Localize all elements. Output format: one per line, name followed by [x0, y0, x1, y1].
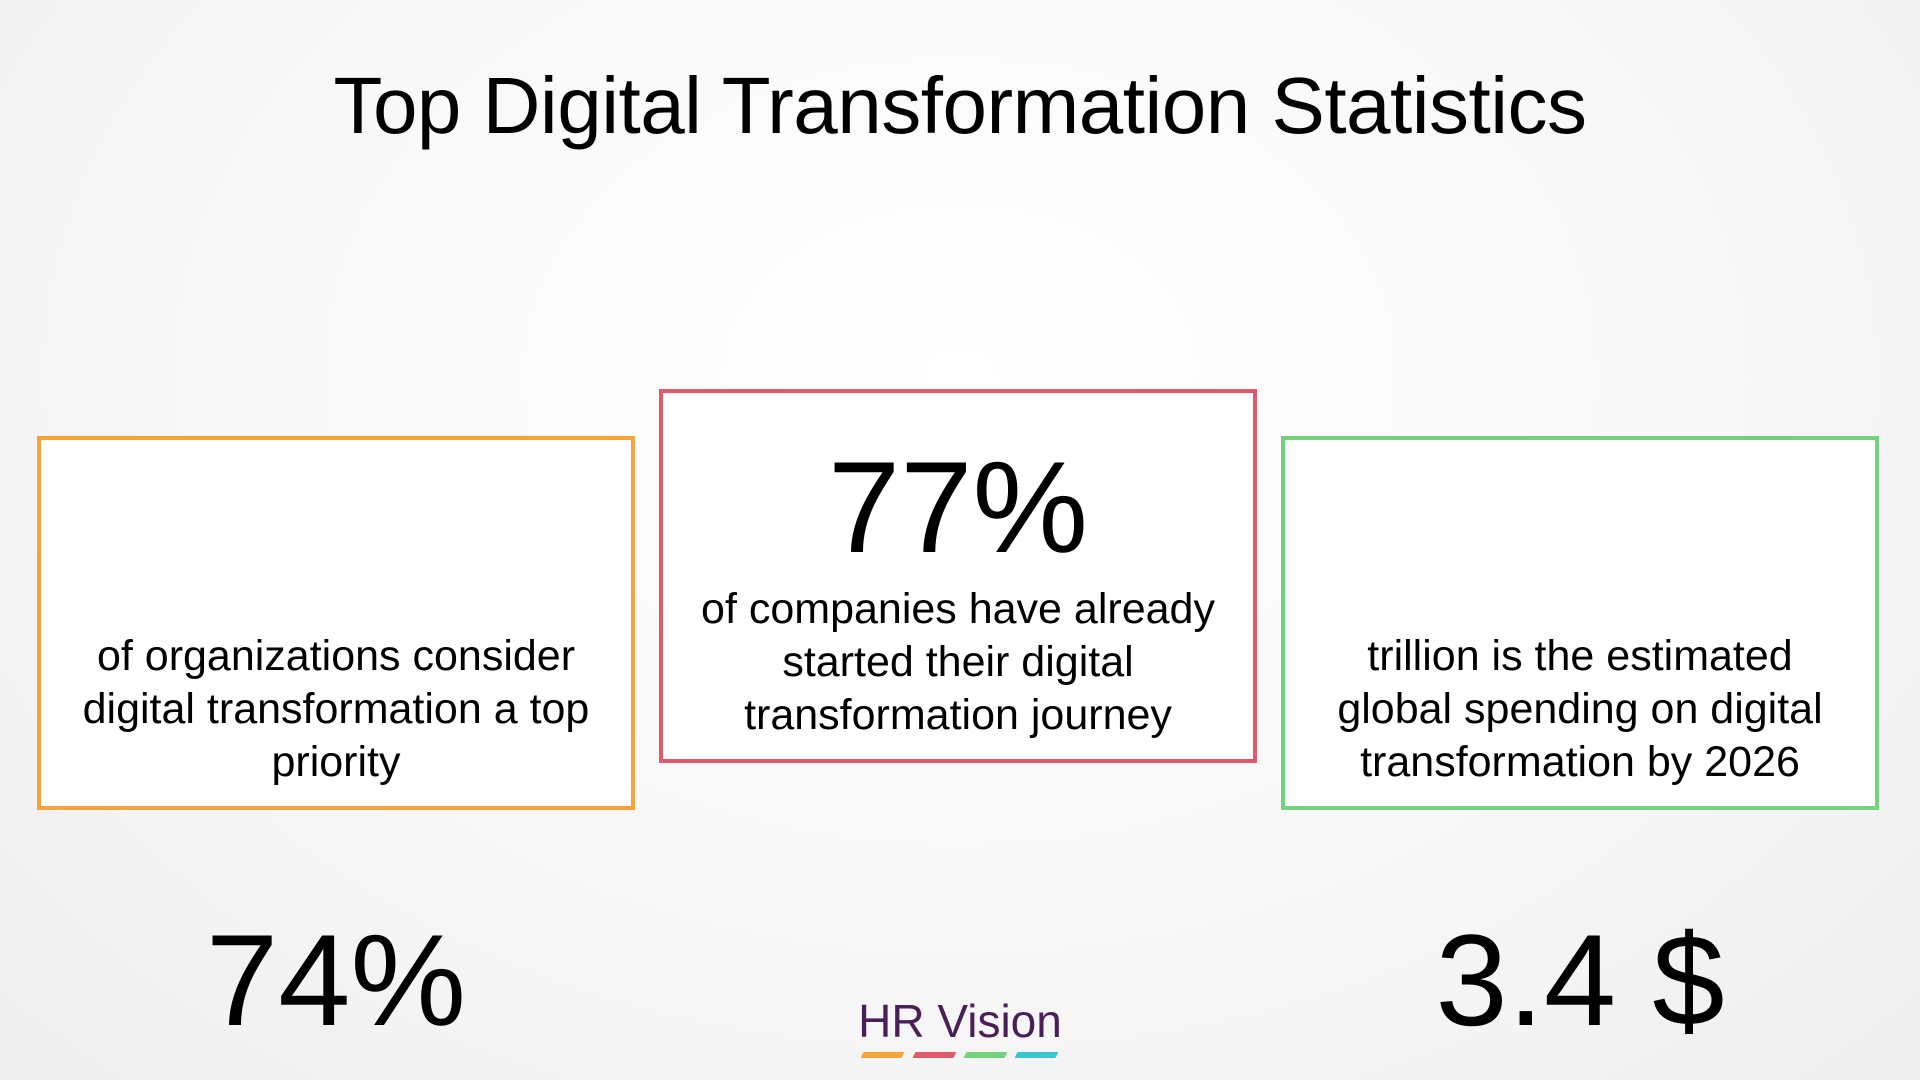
- logo-bar-teal: [1015, 1052, 1060, 1058]
- stat-description: trillion is the estimated global spendin…: [1337, 632, 1823, 786]
- logo-bar-red: [912, 1052, 957, 1058]
- stat-value: 77%: [827, 434, 1089, 580]
- page-title: Top Digital Transformation Statistics: [333, 61, 1587, 150]
- hr-vision-logo: HR Vision: [0, 996, 1920, 1060]
- stat-value: 74%: [205, 907, 467, 1053]
- logo-color-bars: [860, 1052, 1060, 1060]
- logo-text: HR Vision: [858, 995, 1062, 1047]
- stat-description: of organizations consider digital transf…: [82, 632, 590, 786]
- logo-bar-orange: [860, 1052, 905, 1058]
- stat-card-companies: 77% of companies have already started th…: [659, 389, 1257, 763]
- stat-card-spending: 3.4 $ trillion is the estimated global s…: [1281, 436, 1879, 1050]
- logo-wordmark: HR Vision: [858, 996, 1062, 1060]
- stat-value: 3.4 $: [1435, 907, 1725, 1053]
- stat-description: of companies have already started their …: [701, 585, 1215, 739]
- logo-bar-green: [963, 1052, 1008, 1058]
- stat-card-organizations: 74% of organizations consider digital tr…: [37, 436, 635, 1050]
